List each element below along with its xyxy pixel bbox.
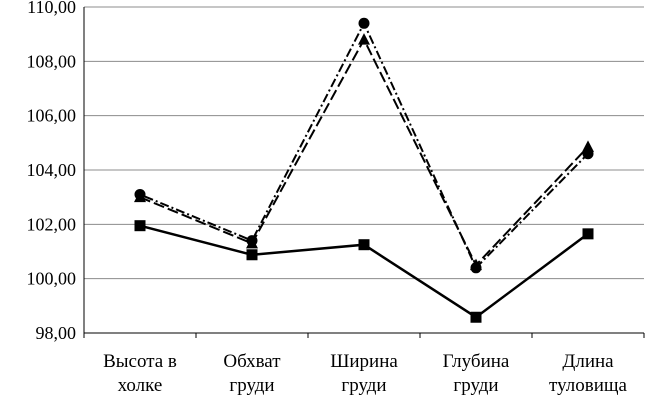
series-markers <box>134 17 594 323</box>
x-category-label: Длина туловища <box>549 351 627 396</box>
x-category-label: Обхват груди <box>223 351 281 396</box>
y-tick-label: 102,00 <box>27 214 77 234</box>
data-point-circle <box>134 188 146 200</box>
y-tick-label: 104,00 <box>27 160 77 180</box>
data-point-square <box>582 228 594 240</box>
data-point-triangle <box>358 33 370 45</box>
data-point-square <box>134 220 146 232</box>
data-point-circle <box>470 262 482 274</box>
data-point-square <box>246 249 258 261</box>
data-point-square <box>358 239 370 251</box>
y-tick-label: 110,00 <box>27 0 76 17</box>
y-tick-label: 100,00 <box>27 269 77 289</box>
data-point-square <box>470 311 482 323</box>
x-category-label: Ширина груди <box>330 351 398 396</box>
series-line-circle <box>139 21 589 270</box>
y-tick-label: 108,00 <box>27 51 77 71</box>
data-point-triangle <box>582 140 594 152</box>
x-category-label: Глубина груди <box>443 351 510 396</box>
data-point-circle <box>358 17 370 29</box>
data-point-circle <box>582 148 594 160</box>
y-tick-label: 106,00 <box>27 106 77 126</box>
axes <box>83 7 645 338</box>
y-tick-labels: 98,00 100,00 102,00 104,00 106,00 108,00 110,0… <box>27 0 77 343</box>
y-tick-label: 98,00 <box>36 323 77 343</box>
gridlines <box>84 6 644 280</box>
series-line-triangle <box>139 37 589 267</box>
x-category-label: Высота в холке <box>103 351 177 396</box>
x-category-labels: Высота в холке Обхват груди Ширина груди Глуби… <box>103 351 627 396</box>
data-point-circle <box>246 235 258 247</box>
